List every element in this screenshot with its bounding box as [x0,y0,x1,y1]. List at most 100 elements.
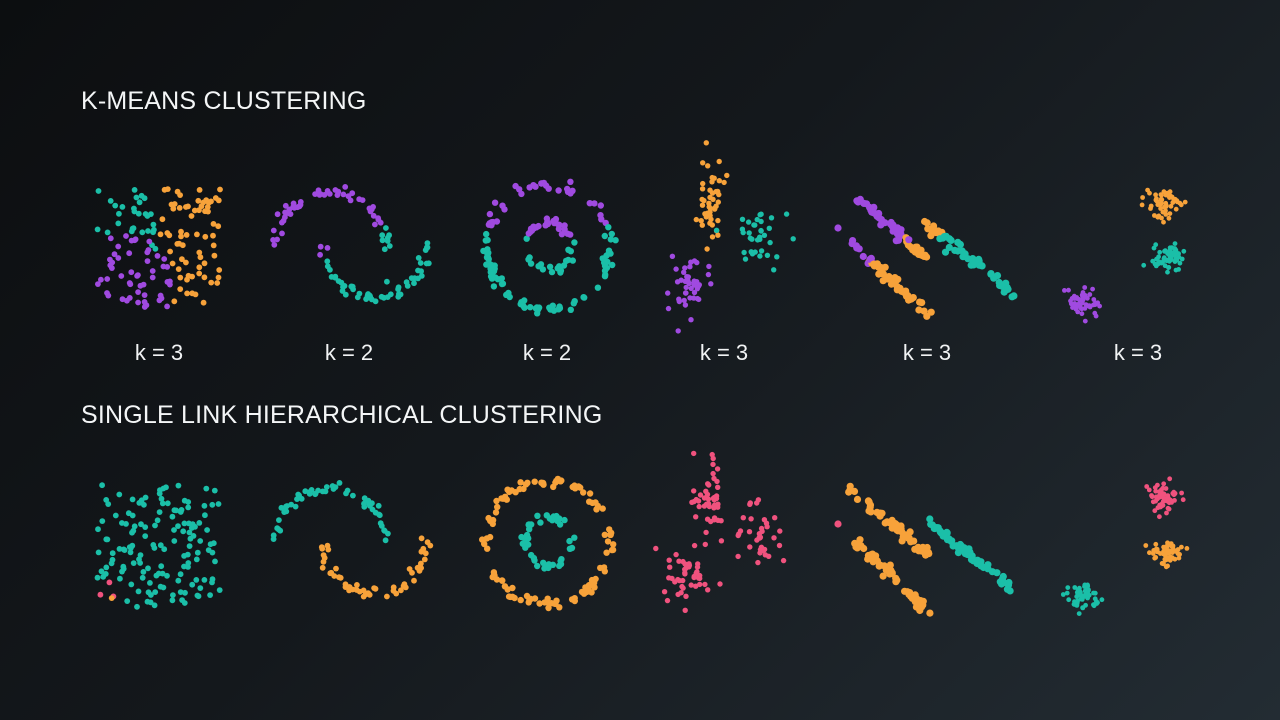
scatter-point [1182,199,1188,205]
scatter-point [761,232,768,238]
scatter-point [123,233,129,239]
scatter-point [777,528,783,534]
scatter-point [940,530,948,539]
scatter-point [340,191,347,198]
scatter-point [548,268,556,276]
scatter-point [201,502,208,509]
scatter-point [356,196,363,203]
scatter-point [546,263,554,270]
scatter-point [175,523,181,529]
scatter-point [1165,269,1170,275]
scatter-point [1072,599,1077,604]
scatter-point [498,280,506,288]
scatter-point [653,545,659,552]
scatter-point [282,214,288,221]
scatter-point [411,280,417,287]
scatter-point [1162,263,1168,269]
scatter-point [411,577,417,584]
scatter-point [867,554,875,562]
scatter-point [333,565,339,572]
scatter-point [735,553,741,560]
scatter-point [714,466,721,472]
scatter-point [180,528,187,535]
scatter-point [493,576,501,583]
scatter-point [1078,305,1084,311]
scatter-point [395,286,401,293]
scatter-point [551,600,558,607]
scatter-point [159,570,166,577]
scatter-point [1172,259,1178,264]
scatter-point [109,550,116,557]
scatter-point [569,483,576,491]
scatter-point [415,255,422,261]
scatter-point [687,295,693,301]
scatter-point [1076,297,1082,302]
scatter-point [564,188,572,195]
scatter-point [116,491,123,498]
scatter-point [176,240,183,247]
scatter-point [129,529,135,536]
scatter-point [128,269,135,276]
scatter-point [597,202,604,209]
scatter-point [377,219,384,226]
scatter-point [1161,544,1166,550]
scatter-point [508,487,515,494]
scatter-point [490,569,498,576]
scatter-point [367,502,373,509]
scatter-point [1173,267,1179,273]
scatter-point [710,470,716,477]
scatter-point [691,573,697,580]
scatter-point [705,271,712,278]
scatter-point [136,500,143,506]
scatter-point [1004,285,1012,293]
scatter-point [709,174,715,181]
scatter-point [370,212,377,219]
scatter-point [119,204,126,210]
scatter-point [673,266,679,272]
scatter-point [956,542,964,550]
scatter-point [1143,543,1149,548]
scatter-point [196,249,203,256]
scatter-point [567,306,574,313]
scatter-point [171,507,178,514]
scatter-point [1163,192,1169,198]
scatter-point [345,193,352,200]
scatter-point [164,500,171,507]
scatter-point [376,511,382,518]
scatter-point [139,229,146,236]
scatter-point [142,494,149,501]
scatter-point [1092,590,1098,596]
scatter-point [1156,213,1162,219]
scatter-point [853,495,862,503]
scatter-point [1150,499,1156,505]
scatter-point [947,236,955,244]
scatter-point [748,516,754,522]
scatter-point [383,225,389,231]
scatter-point [128,228,135,235]
scatter-point [139,574,146,581]
scatter-point [185,499,192,505]
scatter-point [375,215,381,222]
scatter-point [270,532,277,539]
scatter-point [864,497,873,505]
scatter-point [687,264,693,270]
scatter-point [683,593,689,599]
scatter-point [1065,585,1071,590]
scatter-point [708,216,714,222]
scatter-point [535,263,542,270]
scatter-point [601,232,608,240]
scatter-point [940,233,948,241]
scatter-point [512,182,519,190]
scatter-point [771,267,777,273]
scatter-point [124,598,131,604]
scatter-point [698,218,704,224]
scatter-point [117,575,123,582]
scatter-point [196,270,203,277]
scatter-point [147,580,153,586]
scatter-point [764,252,771,258]
kmeans-section-title: K-MEANS CLUSTERING [81,87,367,115]
scatter-point [1087,303,1093,309]
scatter-point [486,210,494,218]
scatter-point [279,219,285,226]
scatter-point [366,591,373,598]
